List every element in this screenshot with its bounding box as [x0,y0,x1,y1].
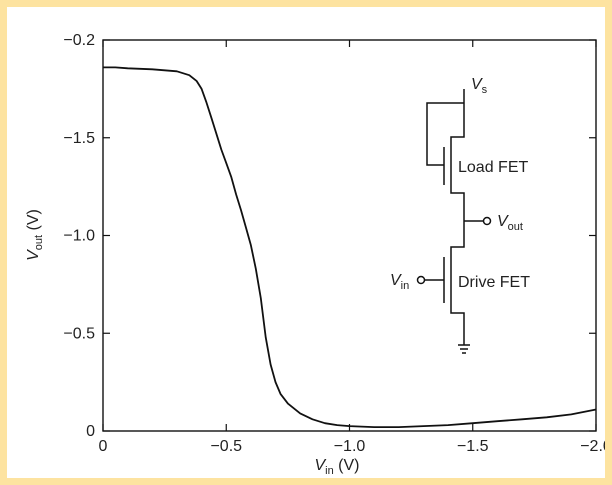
x-tick-label: −2.0 [580,438,605,455]
y-tick-label: 0 [86,423,95,440]
axis-ticks: 0 −0.5 −1.0 −1.5 −2.0 0 −0.5 −1.0 −1.5 −0.2 [63,32,605,455]
x-tick-label: −1.5 [457,438,489,455]
x-tick-label: −1.0 [334,438,366,455]
y-tick-label: −0.5 [63,325,95,342]
y-tick-label: −0.2 [63,32,95,49]
x-tick-label: −0.5 [210,438,242,455]
load-fet-label: Load FET [458,159,528,176]
series-group [103,66,597,429]
vs-label: Vs [471,76,488,96]
vout-terminal [482,216,492,226]
y-axis-label: Vout (V) [25,209,45,261]
y-tick-label: −1.5 [63,130,95,147]
chart-panel: 0 −0.5 −1.0 −1.5 −2.0 0 −0.5 −1.0 −1.5 −0.2 Vin (… [7,7,605,478]
circuit-inset [416,89,492,354]
drive-fet-label: Drive FET [458,274,530,291]
vout-label: Vout [497,213,523,233]
vin-label: Vin [390,272,409,292]
load-fet-channel [450,103,465,221]
plot-frame [102,39,597,432]
drive-fet-channel [450,221,465,345]
load-gate-feedback-wire [426,102,464,166]
transfer-curve-line [103,66,597,429]
x-tick-label: 0 [99,438,108,455]
x-axis-label: Vin (V) [314,457,359,477]
vin-terminal [416,275,426,285]
chart-svg: 0 −0.5 −1.0 −1.5 −2.0 0 −0.5 −1.0 −1.5 −0.2 Vin (… [25,32,605,477]
y-tick-label: −1.0 [63,228,95,245]
